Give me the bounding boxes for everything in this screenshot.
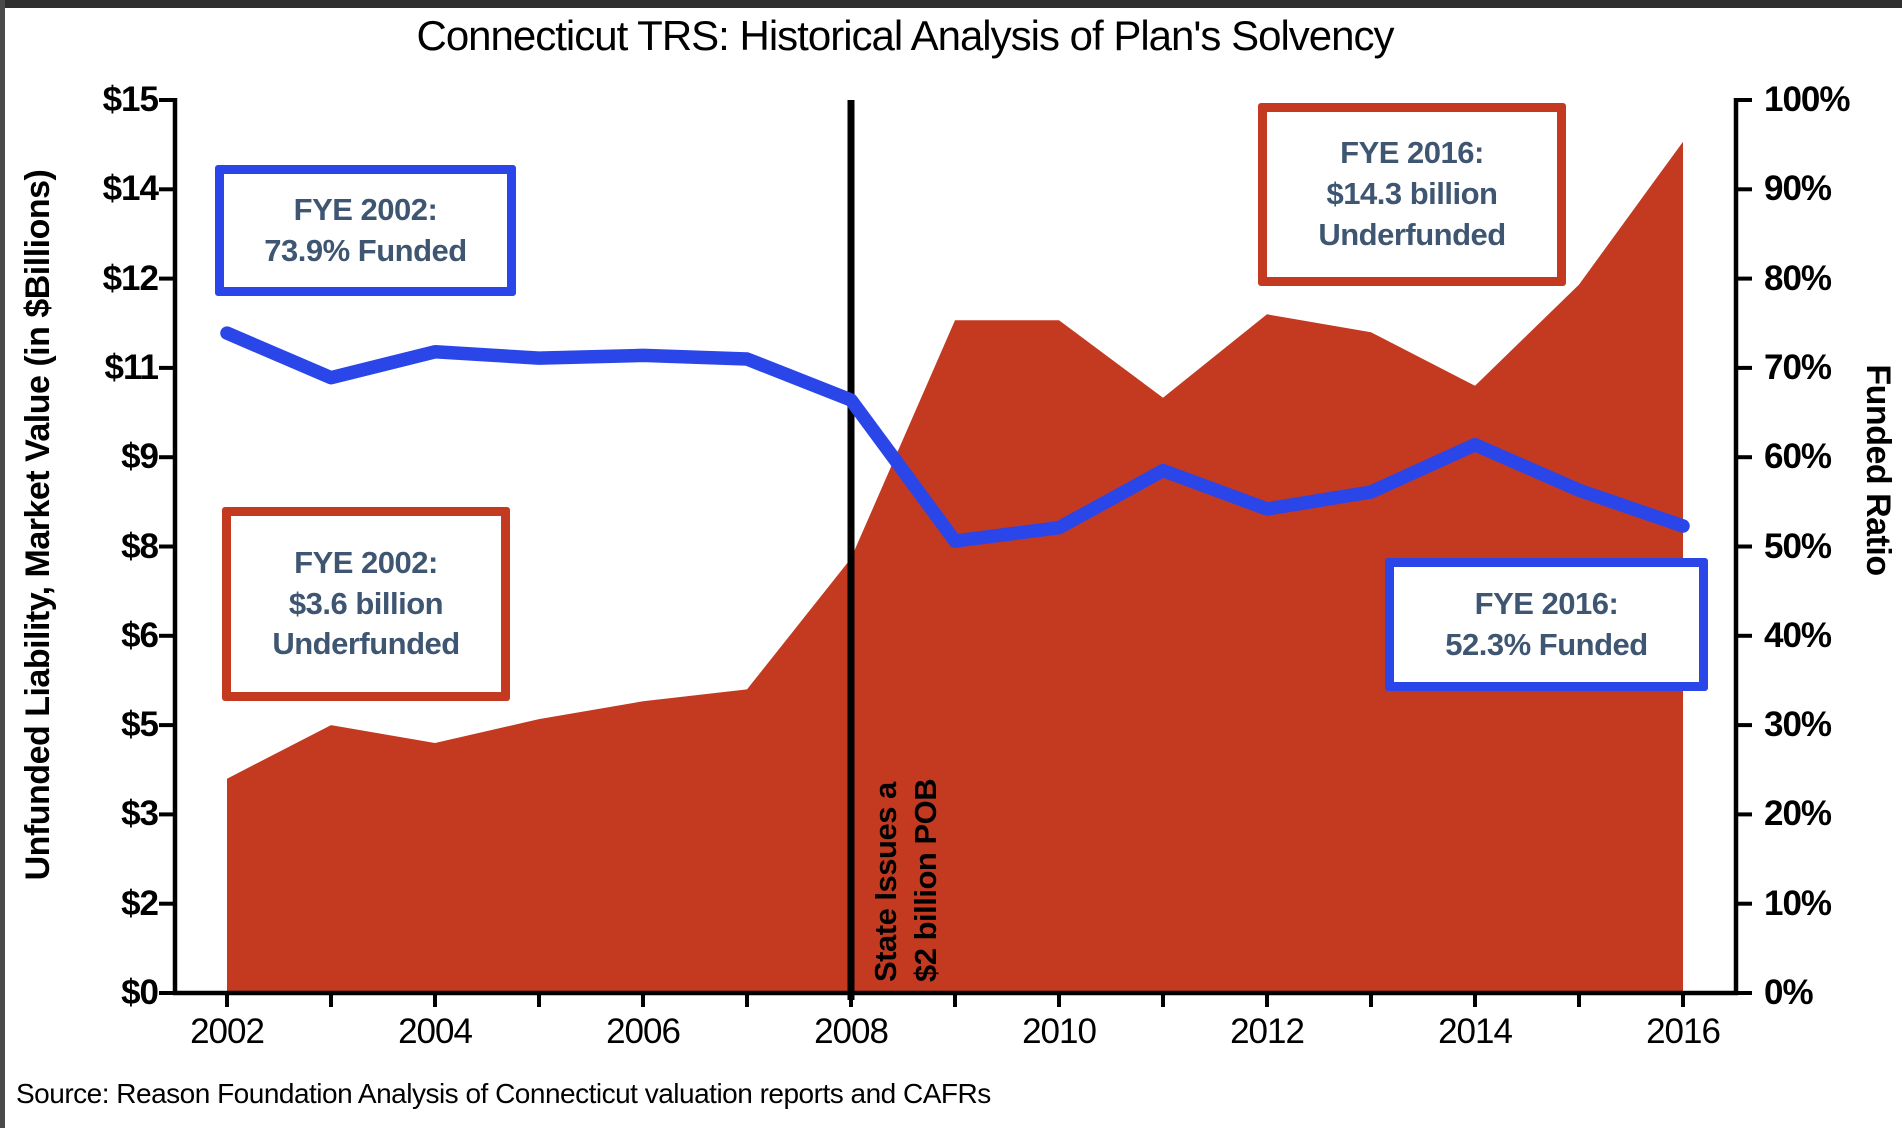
left-axis-tick-label: $9 bbox=[121, 437, 159, 477]
callout-line: FYE 2002: bbox=[293, 191, 438, 227]
left-axis-tick-label: $15 bbox=[102, 80, 159, 119]
source-note: Source: Reason Foundation Analysis of Co… bbox=[16, 1078, 991, 1109]
left-axis-tick-label: $6 bbox=[121, 615, 159, 655]
x-axis-tick-label: 2016 bbox=[1646, 1012, 1721, 1051]
callout-line: 73.9% Funded bbox=[264, 232, 467, 268]
x-axis-tick-label: 2004 bbox=[398, 1012, 473, 1051]
callout-fye2016-funded: FYE 2016: 52.3% Funded bbox=[1385, 558, 1708, 691]
left-axis-tick-label: $12 bbox=[102, 258, 159, 298]
right-axis-tick-label: 10% bbox=[1764, 883, 1832, 923]
left-axis-tick-label: $11 bbox=[104, 347, 159, 387]
x-axis-tick-label: 2010 bbox=[1022, 1012, 1097, 1051]
window-top-edge bbox=[0, 0, 1902, 8]
right-axis-tick-label: 70% bbox=[1764, 347, 1832, 387]
left-axis-tick-label: $14 bbox=[102, 169, 159, 209]
window-left-edge bbox=[0, 0, 5, 1128]
left-axis-tick-label: $0 bbox=[121, 973, 159, 1012]
callout-line: 52.3% Funded bbox=[1445, 626, 1648, 662]
right-axis-tick-label: 60% bbox=[1764, 437, 1832, 477]
callout-fye2002-underfunded: FYE 2002: $3.6 billion Underfunded bbox=[222, 507, 510, 701]
right-axis-tick-label: 90% bbox=[1764, 169, 1832, 209]
x-axis-tick-label: 2002 bbox=[190, 1012, 265, 1051]
x-axis-tick-label: 2008 bbox=[814, 1012, 889, 1051]
unfunded-liability-area bbox=[227, 141, 1683, 993]
pob-event-label: State Issues a $2 billion POB bbox=[868, 778, 943, 982]
x-axis-tick-label: 2014 bbox=[1438, 1012, 1513, 1051]
x-axis-tick-label: 2006 bbox=[606, 1012, 681, 1051]
x-axis-tick-label: 2012 bbox=[1230, 1012, 1305, 1051]
right-axis-tick-label: 40% bbox=[1764, 615, 1832, 655]
funded-ratio-line bbox=[220, 326, 1690, 548]
right-axis-tick-label: 30% bbox=[1764, 705, 1832, 745]
callout-line: FYE 2002: bbox=[294, 544, 438, 580]
right-axis-title: Funded Ratio bbox=[1859, 364, 1897, 576]
right-axis-tick-label: 0% bbox=[1764, 973, 1814, 1012]
callout-line: $3.6 billion bbox=[288, 585, 444, 621]
right-axis-tick-label: 20% bbox=[1764, 794, 1832, 834]
left-axis-tick-label: $3 bbox=[121, 794, 159, 834]
axis-ticks bbox=[159, 98, 1752, 1007]
left-axis-tick-label: $8 bbox=[121, 526, 159, 566]
right-axis-tick-label: 50% bbox=[1764, 526, 1832, 566]
callout-line: FYE 2016: bbox=[1474, 585, 1619, 621]
callout-line: $14.3 billion bbox=[1326, 176, 1498, 212]
right-axis-tick-label: 100% bbox=[1764, 80, 1851, 119]
chart-title: Connecticut TRS: Historical Analysis of … bbox=[416, 12, 1394, 59]
callout-fye2002-funded: FYE 2002: 73.9% Funded bbox=[215, 165, 516, 296]
callout-fye2016-underfunded: FYE 2016: $14.3 billion Underfunded bbox=[1258, 103, 1566, 286]
left-axis-tick-label: $5 bbox=[121, 705, 159, 745]
callout-line: Underfunded bbox=[272, 626, 460, 662]
right-axis-tick-label: 80% bbox=[1764, 258, 1832, 298]
callout-line: Underfunded bbox=[1318, 216, 1506, 252]
left-axis-tick-label: $2 bbox=[121, 883, 159, 923]
left-axis-title: Unfunded Liability, Market Value (in $Bi… bbox=[19, 169, 57, 881]
callout-line: FYE 2016: bbox=[1340, 135, 1484, 171]
